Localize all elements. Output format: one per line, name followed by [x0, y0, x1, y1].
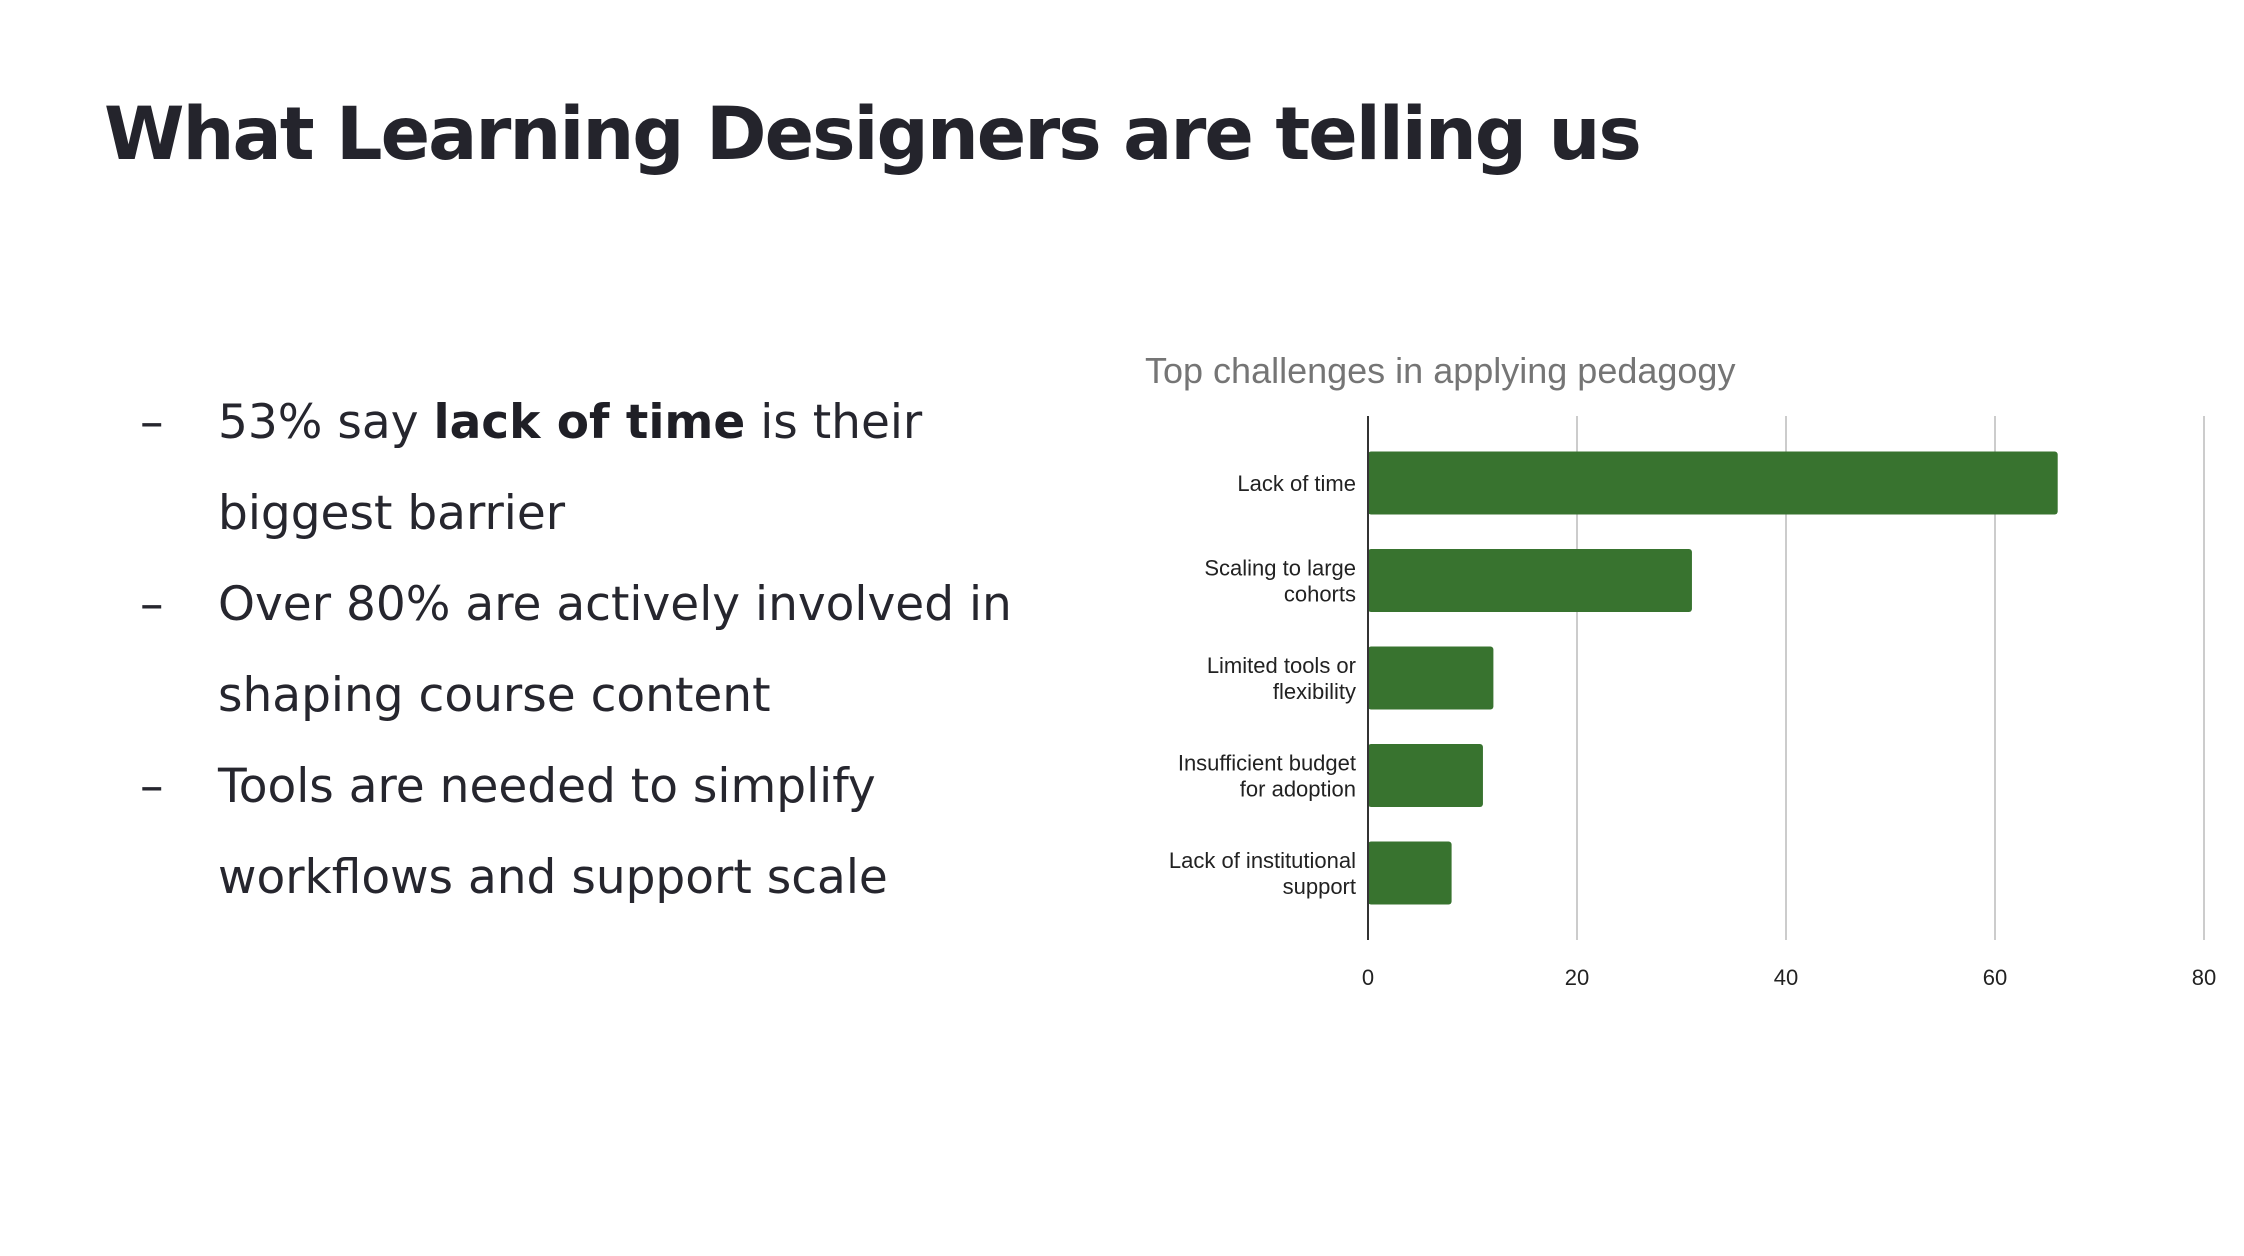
category-label-line: flexibility: [1273, 679, 1356, 704]
category-label-line: for adoption: [1240, 777, 1356, 802]
bullet-dash: –: [140, 759, 164, 814]
bullet-item: – 53% say lack of time is their biggest …: [130, 377, 1090, 559]
category-label-line: Limited tools or: [1207, 653, 1356, 678]
bar: [1368, 744, 1483, 807]
category-label: Insufficient budget for adoption: [1178, 751, 1356, 802]
bullet-dash: –: [140, 395, 164, 450]
bullet-text: Over 80% are actively involved in shapin…: [218, 577, 1012, 723]
category-label: Lack of institutional support: [1169, 848, 1356, 899]
category-label-line: Scaling to large: [1204, 556, 1356, 581]
bar: [1368, 841, 1452, 905]
chart-canvas: Top challenges in applying pedagogy Lack…: [1145, 350, 2216, 990]
bar: [1368, 549, 1692, 612]
category-label-line: Insufficient budget: [1178, 751, 1356, 776]
bar: [1368, 451, 2058, 515]
x-tick-label: 20: [1565, 965, 1589, 990]
slide-title: What Learning Designers are telling us: [104, 92, 1642, 177]
bullet-list: – 53% say lack of time is their biggest …: [130, 377, 1090, 923]
bullet-text: Tools are needed to simplify workflows a…: [218, 759, 888, 905]
tick-layer: 0 20 40 60 80: [1362, 416, 2216, 990]
category-label: Lack of time: [1237, 471, 1356, 496]
bullet-text-post: is their biggest barrier: [218, 395, 923, 541]
bullet-item: – Tools are needed to simplify workflows…: [130, 741, 1090, 923]
chart-title: Top challenges in applying pedagogy: [1145, 350, 1735, 391]
bullet-text-pre: Over 80% are actively involved in shapin…: [218, 577, 1012, 723]
bar: [1368, 646, 1494, 710]
label-layer: Lack of time Scaling to large cohorts Limit…: [1169, 471, 1356, 899]
bullet-text-pre: Tools are needed to simplify workflows a…: [218, 759, 888, 905]
bar-chart: Top challenges in applying pedagogy Lack…: [1120, 330, 2220, 1030]
category-label: Limited tools or flexibility: [1207, 653, 1356, 704]
category-label-line: cohorts: [1284, 582, 1356, 607]
category-label: Scaling to large cohorts: [1204, 556, 1356, 607]
category-label-line: support: [1283, 874, 1356, 899]
bullet-text: 53% say lack of time is their biggest ba…: [218, 395, 922, 541]
category-label-line: Lack of time: [1237, 471, 1356, 496]
category-label-line: Lack of institutional: [1169, 848, 1356, 873]
bullet-text-bold: lack of time: [433, 395, 746, 450]
bar-layer: [1368, 451, 2058, 905]
bullet-text-pre: 53% say: [218, 395, 434, 450]
x-tick-label: 0: [1362, 965, 1374, 990]
x-tick-label: 80: [2192, 965, 2216, 990]
x-tick-label: 40: [1774, 965, 1798, 990]
bullet-dash: –: [140, 577, 164, 632]
x-tick-label: 60: [1983, 965, 2007, 990]
bullet-item: – Over 80% are actively involved in shap…: [130, 559, 1090, 741]
